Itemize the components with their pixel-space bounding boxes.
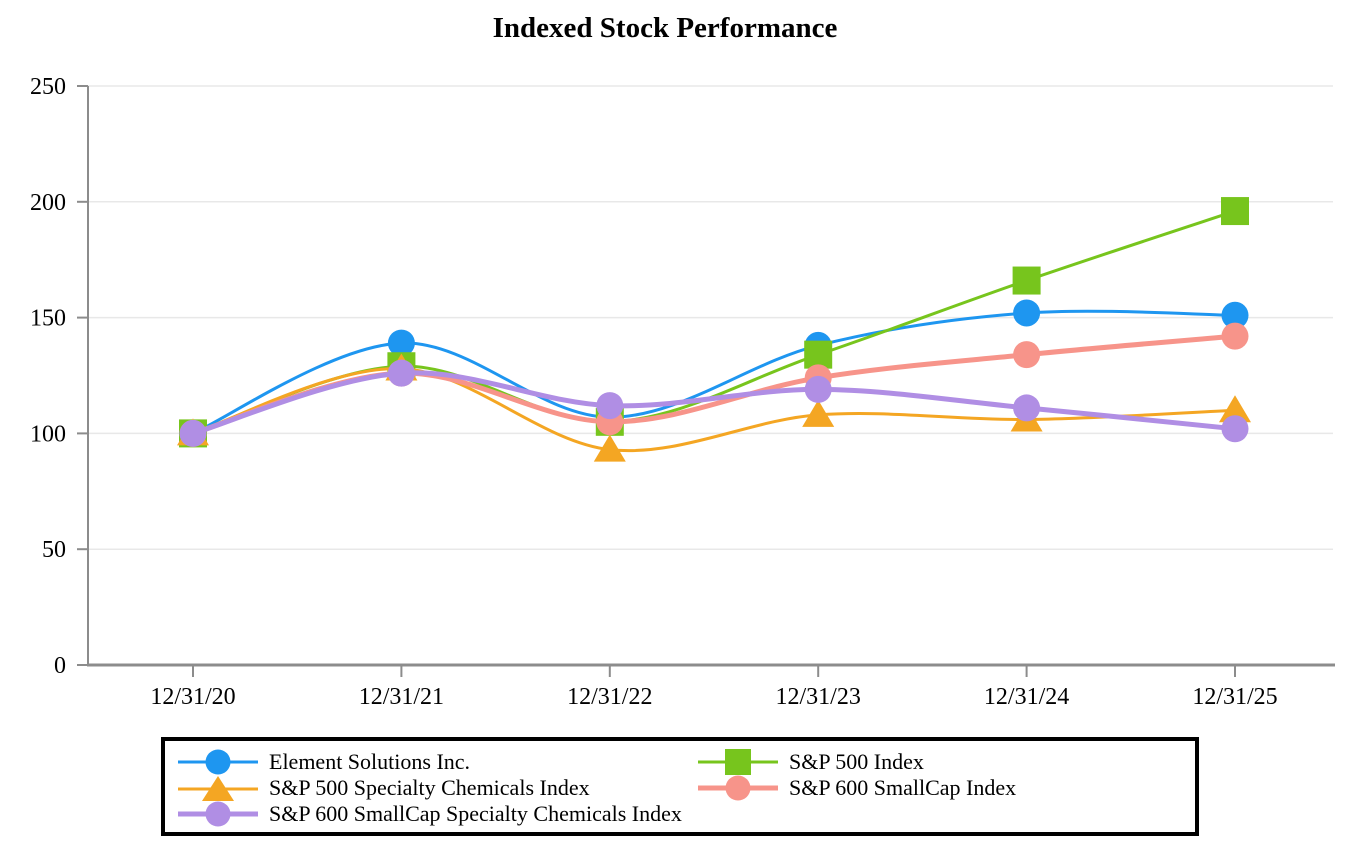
sp600-smallcap-circle-marker-icon	[1221, 322, 1249, 350]
y-axis-label: 200	[30, 190, 66, 216]
sp600-smallcap-specialty-chemicals-circle-marker-icon	[1221, 415, 1249, 443]
sp600-smallcap-specialty-chemicals-line	[190, 370, 1238, 436]
x-axis-label: 12/31/23	[776, 684, 861, 710]
sp500-square-marker-icon	[1221, 197, 1249, 226]
y-axis-label: 100	[30, 421, 66, 447]
blue-circle-marker-icon	[178, 749, 258, 774]
element-solutions-circle-marker-icon	[1221, 301, 1249, 329]
y-axis-label: 250	[30, 74, 66, 100]
purple-circle-marker-icon	[178, 801, 258, 826]
legend-item-element-solutions: Element Solutions Inc.	[177, 749, 697, 775]
x-axis-label: 12/31/20	[150, 684, 235, 710]
legend-label-sp500-specialty-chemicals: S&P 500 Specialty Chemicals Index	[269, 775, 590, 800]
legend-item-sp500: S&P 500 Index	[697, 748, 1016, 775]
sp500-specialty-chemicals-line	[191, 367, 1237, 453]
sp600-smallcap-specialty-chemicals-circle-marker-icon	[804, 375, 832, 403]
sp500-square-marker-icon	[804, 340, 833, 369]
sp600-smallcap-specialty-chemicals-circle-marker-icon	[179, 419, 207, 447]
sp600-smallcap-circle-marker-icon	[1013, 341, 1041, 369]
legend-item-sp600-smallcap: S&P 600 SmallCap Index	[697, 775, 1016, 801]
x-axis-label: 12/31/25	[1192, 684, 1277, 710]
legend-item-sp600-smallcap-specialty-chemicals: S&P 600 SmallCap Specialty Chemicals Ind…	[177, 801, 697, 827]
sp500-specialty-chemicals-triangle-marker-icon	[593, 434, 626, 462]
legend-column-1: Element Solutions Inc. S&P 500 Specialty…	[177, 749, 697, 827]
sp500-specialty-chemicals-triangle-marker-icon	[1219, 395, 1251, 423]
y-axis-label: 50	[42, 537, 66, 563]
legend-column-2: S&P 500 Index S&P 600 SmallCap Index	[697, 748, 1016, 801]
chart-title: Indexed Stock Performance	[492, 12, 838, 44]
sp600-smallcap-specialty-chemicals-circle-marker-icon	[1013, 394, 1041, 422]
orange-triangle-marker-icon	[178, 775, 258, 801]
legend-label-element-solutions: Element Solutions Inc.	[269, 749, 471, 774]
sp500-square-marker-icon	[1012, 266, 1041, 295]
legend-label-sp600-smallcap-specialty-chemicals: S&P 600 SmallCap Specialty Chemicals Ind…	[269, 801, 682, 826]
legend-label-sp600-smallcap: S&P 600 SmallCap Index	[789, 775, 1017, 800]
y-axis-label: 150	[30, 306, 66, 332]
performance-line-chart: 0 50 100 150 200 250 12/31/20 12/31/21 12/31/22 1…	[30, 74, 1335, 710]
sp600-smallcap-specialty-chemicals-circle-marker-icon	[387, 359, 415, 387]
chart-legend: Element Solutions Inc. S&P 500 Specialty…	[161, 737, 1199, 836]
x-axis-label: 12/31/22	[567, 684, 652, 710]
legend-item-sp500-specialty-chemicals: S&P 500 Specialty Chemicals Index	[177, 775, 697, 801]
x-axis-label: 12/31/24	[984, 684, 1069, 710]
element-solutions-line	[191, 309, 1237, 435]
element-solutions-circle-marker-icon	[387, 329, 415, 357]
y-axis-label: 0	[54, 653, 66, 679]
salmon-circle-marker-icon	[698, 775, 778, 800]
green-square-marker-icon	[698, 748, 778, 775]
element-solutions-circle-marker-icon	[1013, 299, 1041, 327]
sp600-smallcap-specialty-chemicals-circle-marker-icon	[596, 392, 624, 420]
x-axis-label: 12/31/21	[359, 684, 444, 710]
sp500-specialty-chemicals-triangle-marker-icon	[802, 399, 835, 427]
legend-label-sp500: S&P 500 Index	[789, 749, 924, 774]
